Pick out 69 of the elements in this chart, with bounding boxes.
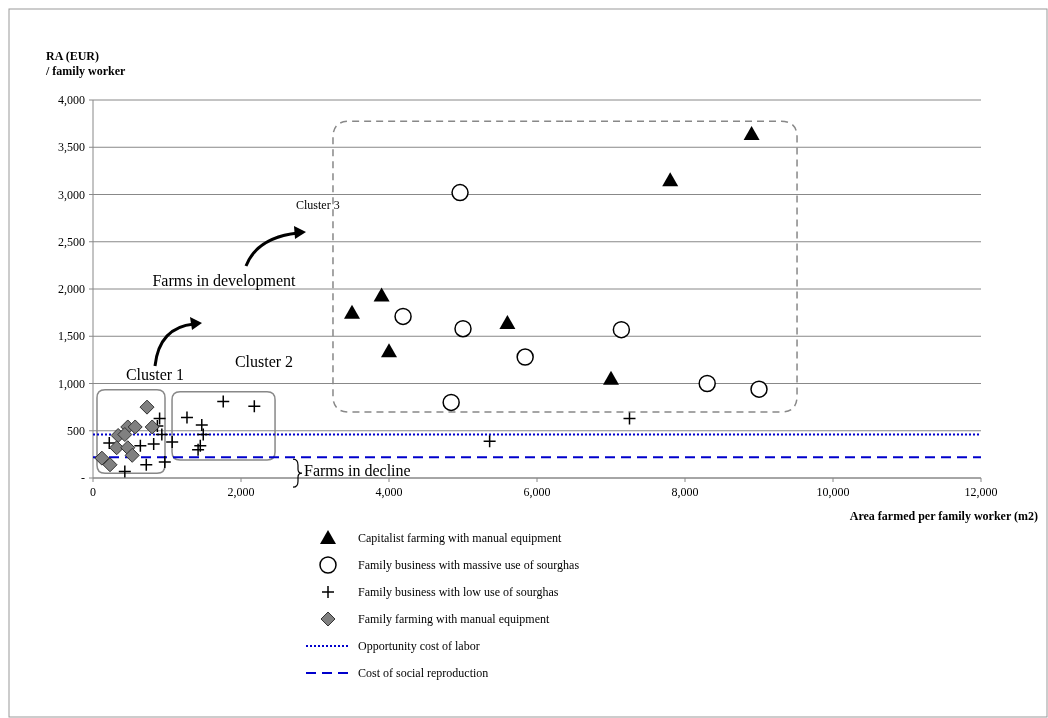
point (743, 126, 760, 141)
x-tick-label: 12,000 (964, 485, 998, 499)
point (102, 436, 117, 450)
point (394, 307, 412, 326)
point (442, 393, 460, 412)
point (144, 419, 160, 435)
x-tick-label: 6,000 (523, 485, 551, 499)
point (139, 458, 154, 472)
point (117, 427, 133, 443)
legend-label: Capitalist farming with manual equipment (358, 531, 562, 546)
point (118, 464, 132, 479)
annotation: Farms in decline (304, 462, 411, 479)
legend-label: Family business with low use of sourghas (358, 585, 559, 600)
annotation: Cluster 1 (125, 366, 185, 383)
point (750, 380, 768, 398)
legend-label: Opportunity cost of labor (358, 639, 480, 654)
point (127, 419, 143, 435)
point (454, 319, 472, 338)
point (195, 418, 209, 432)
y-tick-label: - (81, 471, 85, 486)
point (603, 370, 619, 385)
point (662, 172, 679, 187)
point (622, 411, 637, 426)
legend-label: Cost of social reproduction (358, 666, 489, 681)
x-axis-title: Area farmed per family worker (m2) (849, 509, 1038, 523)
point (109, 440, 125, 456)
point (612, 320, 631, 339)
point (158, 455, 172, 469)
point (180, 410, 194, 425)
x-tick-label: 4,000 (375, 485, 403, 499)
point (133, 439, 148, 453)
legend-label: Family business with massive use of sourghas (358, 558, 580, 573)
point (499, 315, 516, 330)
point (698, 374, 716, 393)
point (124, 447, 140, 463)
point (193, 439, 208, 453)
y-axis-title: RA (EUR) / family worker (45, 49, 126, 78)
point (482, 434, 497, 448)
y-tick-label: 3,000 (58, 187, 85, 202)
x-tick-label: 0 (90, 485, 96, 499)
x-tick-label: 2,000 (227, 485, 255, 499)
point (102, 457, 118, 473)
y-tick-label: 500 (67, 423, 85, 438)
point (381, 343, 397, 358)
point (191, 442, 205, 457)
legend-label: Family farming with manual equipment (358, 612, 550, 627)
annotation: Cluster 3 (296, 198, 340, 212)
point (451, 183, 469, 202)
annotation: Farms in development (152, 272, 297, 290)
point (139, 399, 155, 415)
x-tick-label: 8,000 (671, 485, 699, 499)
point (94, 450, 110, 466)
point (216, 394, 230, 409)
point (165, 435, 179, 449)
point (344, 304, 360, 319)
point (373, 287, 390, 302)
y-tick-label: 3,500 (58, 140, 85, 155)
y-tick-label: 2,000 (58, 282, 85, 297)
point (146, 437, 161, 451)
point (152, 411, 167, 426)
point (516, 348, 534, 366)
y-tick-label: 2,500 (58, 234, 85, 249)
annotation: Cluster 2 (234, 353, 294, 370)
y-tick-label: 1,000 (58, 376, 85, 391)
y-tick-label: 4,000 (58, 93, 85, 108)
x-tick-label: 10,000 (816, 485, 850, 499)
point (247, 399, 262, 413)
point (196, 427, 211, 442)
y-tick-label: 1,500 (58, 329, 85, 344)
